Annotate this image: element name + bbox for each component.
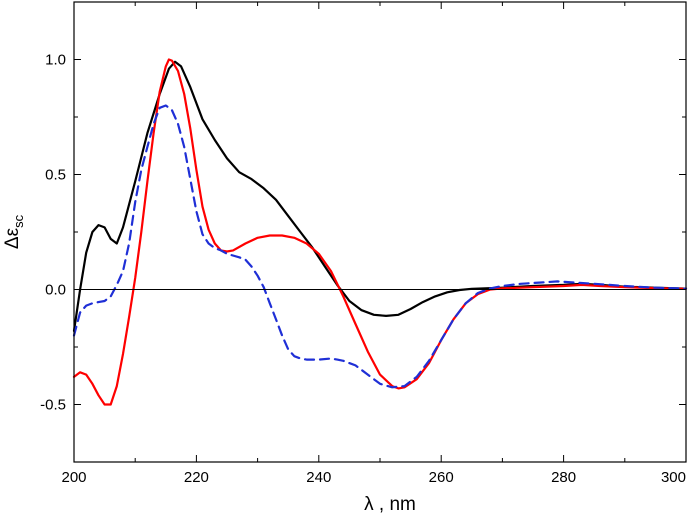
svg-text:Δεsc: Δεsc	[2, 214, 26, 249]
y-tick-label: 1.0	[45, 52, 66, 69]
x-tick-label: 280	[551, 469, 576, 486]
series-line-2	[72, 58, 688, 406]
x-tick-label: 200	[61, 469, 86, 486]
x-axis-title: λ , nm	[364, 494, 416, 515]
series-line-3	[72, 104, 688, 389]
y-axis-ticks: -0.5 0.0 0.5 1.0	[40, 1, 686, 463]
x-axis-ticks: 200 220 240 260 280 300	[61, 2, 687, 486]
y-tick-label: 0.5	[45, 167, 66, 184]
y-axis-title-main: Δε	[2, 227, 23, 249]
y-tick-label: 0.0	[45, 282, 66, 299]
x-tick-label: 300	[661, 469, 686, 486]
x-tick-label: 260	[429, 469, 454, 486]
series-layer	[72, 58, 688, 406]
y-axis-title: Δεsc	[2, 214, 26, 249]
x-tick-label: 240	[306, 469, 331, 486]
series-line-1	[72, 60, 688, 332]
y-tick-label: -0.5	[40, 397, 66, 414]
y-axis-title-subscript: sc	[11, 214, 26, 228]
x-tick-label: 220	[184, 469, 209, 486]
